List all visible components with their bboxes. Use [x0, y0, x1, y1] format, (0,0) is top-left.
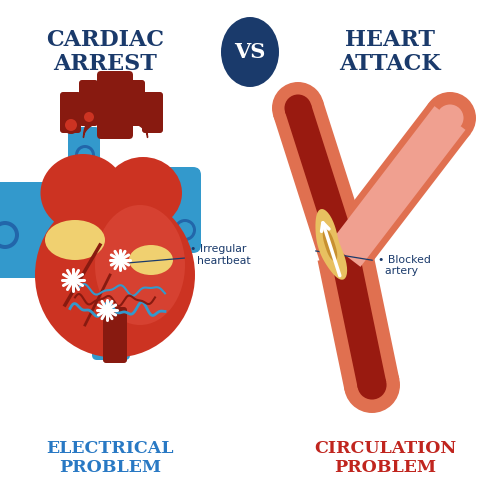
- Ellipse shape: [104, 157, 182, 229]
- Circle shape: [272, 82, 324, 134]
- FancyBboxPatch shape: [79, 80, 98, 126]
- Circle shape: [0, 221, 19, 249]
- FancyBboxPatch shape: [126, 80, 145, 126]
- FancyBboxPatch shape: [103, 307, 127, 363]
- Ellipse shape: [45, 220, 105, 260]
- Text: ELECTRICAL
PROBLEM: ELECTRICAL PROBLEM: [46, 440, 174, 476]
- Polygon shape: [330, 252, 386, 388]
- Polygon shape: [324, 102, 470, 271]
- Circle shape: [75, 145, 95, 165]
- FancyBboxPatch shape: [60, 92, 81, 133]
- Polygon shape: [273, 100, 370, 263]
- Ellipse shape: [129, 245, 173, 275]
- Circle shape: [0, 225, 15, 245]
- Circle shape: [65, 119, 77, 131]
- Circle shape: [78, 148, 92, 162]
- FancyBboxPatch shape: [68, 127, 100, 175]
- Ellipse shape: [40, 154, 125, 232]
- Circle shape: [424, 92, 476, 144]
- Circle shape: [177, 222, 193, 238]
- FancyBboxPatch shape: [0, 182, 73, 278]
- Polygon shape: [285, 104, 358, 259]
- Circle shape: [358, 370, 386, 400]
- Ellipse shape: [221, 17, 279, 87]
- Circle shape: [81, 109, 97, 125]
- Circle shape: [436, 104, 464, 132]
- Text: CIRCULATION
PROBLEM: CIRCULATION PROBLEM: [314, 440, 456, 476]
- Circle shape: [174, 219, 196, 241]
- Text: • Irregular
  heartbeat: • Irregular heartbeat: [130, 244, 250, 266]
- FancyBboxPatch shape: [97, 71, 133, 139]
- Circle shape: [284, 94, 312, 122]
- Polygon shape: [318, 250, 400, 390]
- Polygon shape: [316, 209, 347, 280]
- Ellipse shape: [95, 205, 185, 325]
- Polygon shape: [334, 110, 460, 263]
- FancyBboxPatch shape: [142, 92, 163, 133]
- Text: CARDIAC
ARREST: CARDIAC ARREST: [46, 29, 164, 75]
- Circle shape: [344, 357, 400, 413]
- Ellipse shape: [35, 192, 195, 358]
- Circle shape: [84, 112, 94, 122]
- FancyBboxPatch shape: [135, 167, 201, 253]
- FancyBboxPatch shape: [92, 295, 130, 360]
- Polygon shape: [322, 229, 338, 261]
- Circle shape: [62, 116, 80, 134]
- FancyBboxPatch shape: [102, 72, 128, 123]
- Text: HEART
ATTACK: HEART ATTACK: [339, 29, 441, 75]
- Polygon shape: [330, 106, 466, 267]
- Text: VS: VS: [234, 42, 266, 62]
- Polygon shape: [345, 118, 450, 255]
- Text: • Blocked
  artery: • Blocked artery: [316, 251, 430, 276]
